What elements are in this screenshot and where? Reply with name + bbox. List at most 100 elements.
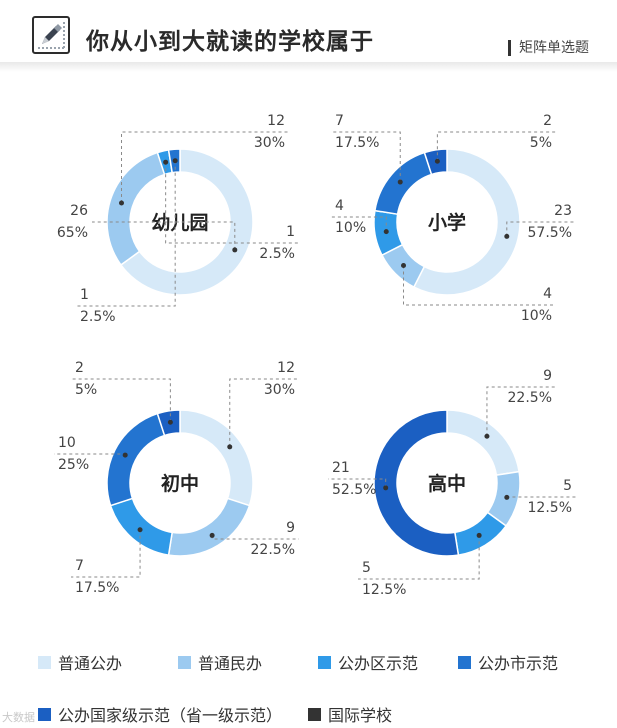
value-label-2-5: 2 bbox=[543, 113, 552, 129]
legend-swatch bbox=[308, 707, 321, 721]
legend: 普通公办 普通民办 公办区示范 公办市示范 公办国家级示范（省一级示范） 国际学… bbox=[38, 650, 598, 726]
callout-dot-1-4 bbox=[172, 158, 178, 164]
percent-label-2-3: 10% bbox=[335, 220, 366, 236]
value-label-3-3: 7 bbox=[75, 558, 84, 574]
callout-dot-4-5 bbox=[383, 485, 389, 491]
callout-line-1-2 bbox=[121, 131, 289, 203]
callout-dot-2-2 bbox=[401, 262, 407, 268]
percent-label-3-3: 17.5% bbox=[75, 580, 119, 596]
callout-line-4-5 bbox=[328, 478, 387, 488]
donut-slice-4-1 bbox=[446, 409, 520, 477]
callout-dot-3-2 bbox=[209, 532, 215, 538]
callout-dot-4-3 bbox=[476, 532, 482, 538]
callout-dot-4-1 bbox=[484, 433, 490, 439]
callout-line-2-1 bbox=[506, 221, 576, 237]
callout-line-2-2 bbox=[403, 265, 556, 306]
legend-item-4: 公办市示范 bbox=[458, 650, 598, 674]
header-divider bbox=[0, 62, 617, 72]
donut-slice-1-2 bbox=[106, 151, 166, 266]
legend-label: 国际学校 bbox=[328, 706, 393, 725]
callout-line-2-5 bbox=[436, 131, 556, 162]
callout-dot-2-1 bbox=[504, 233, 510, 239]
callout-dot-1-2 bbox=[119, 200, 125, 206]
percent-label-3-4: 25% bbox=[58, 457, 89, 473]
center-label-2: 小学 bbox=[428, 211, 466, 234]
center-label-3: 初中 bbox=[161, 472, 199, 495]
percent-label-4-5: 52.5% bbox=[332, 482, 376, 498]
watermark: 大数据 bbox=[2, 711, 35, 724]
value-label-2-1: 23 bbox=[554, 203, 572, 219]
value-label-2-3: 4 bbox=[335, 198, 344, 214]
value-label-3-1: 12 bbox=[277, 360, 295, 376]
legend-label: 普通公办 bbox=[58, 654, 123, 673]
legend-swatch bbox=[178, 655, 191, 669]
value-label-2-2: 4 bbox=[543, 286, 552, 302]
value-label-4-1: 9 bbox=[543, 368, 552, 384]
center-label-4: 高中 bbox=[428, 472, 466, 495]
legend-swatch bbox=[38, 655, 51, 669]
percent-label-2-5: 5% bbox=[530, 135, 552, 151]
legend-item-6: 国际学校 bbox=[308, 702, 448, 726]
legend-swatch bbox=[458, 655, 471, 669]
callout-line-2-4 bbox=[331, 131, 401, 183]
callout-dot-3-1 bbox=[227, 444, 233, 450]
percent-label-3-2: 22.5% bbox=[251, 542, 295, 558]
callout-line-1-3 bbox=[165, 162, 299, 244]
pencil-icon bbox=[32, 16, 70, 54]
value-label-4-5: 21 bbox=[332, 460, 350, 476]
value-label-3-5: 2 bbox=[75, 360, 84, 376]
callout-line-3-5 bbox=[71, 378, 171, 423]
legend-swatch bbox=[318, 655, 331, 669]
legend-label: 公办国家级示范（省一级示范） bbox=[58, 706, 283, 725]
legend-item-3: 公办区示范 bbox=[318, 650, 458, 674]
callout-dot-2-3 bbox=[383, 229, 389, 235]
callout-dot-2-5 bbox=[434, 158, 440, 164]
callout-dot-1-1 bbox=[232, 247, 238, 253]
page-title: 你从小到大就读的学校属于 bbox=[86, 29, 374, 55]
callout-dot-4-2 bbox=[504, 494, 510, 500]
donut-slice-1-1 bbox=[119, 148, 254, 296]
percent-label-1-1: 65% bbox=[57, 225, 88, 241]
donut-slice-3-3 bbox=[109, 497, 174, 556]
percent-label-2-4: 17.5% bbox=[335, 135, 379, 151]
callout-dot-2-4 bbox=[397, 179, 403, 185]
donut-slice-4-5 bbox=[373, 409, 460, 557]
callout-line-3-1 bbox=[229, 378, 299, 447]
callout-dot-3-3 bbox=[137, 527, 143, 533]
percent-label-2-1: 57.5% bbox=[528, 225, 572, 241]
legend-label: 普通民办 bbox=[198, 654, 263, 673]
value-label-3-2: 9 bbox=[286, 520, 295, 536]
percent-label-1-3: 2.5% bbox=[259, 246, 295, 262]
percent-label-4-3: 12.5% bbox=[362, 582, 406, 598]
callout-dot-3-5 bbox=[167, 419, 173, 425]
legend-label: 公办区示范 bbox=[338, 654, 419, 673]
callout-line-1-4 bbox=[76, 160, 176, 307]
legend-item-5: 公办国家级示范（省一级示范） bbox=[38, 702, 308, 726]
donut-slice-3-4 bbox=[106, 412, 166, 507]
percent-label-3-1: 30% bbox=[264, 382, 295, 398]
callout-line-4-1 bbox=[486, 386, 556, 437]
percent-label-1-2: 30% bbox=[254, 135, 285, 151]
callout-line-4-3 bbox=[358, 535, 480, 580]
value-label-1-3: 1 bbox=[286, 224, 295, 240]
value-label-3-4: 10 bbox=[58, 435, 76, 451]
value-label-2-4: 7 bbox=[335, 113, 344, 129]
value-label-4-2: 5 bbox=[563, 478, 572, 494]
percent-label-3-5: 5% bbox=[75, 382, 97, 398]
legend-item-1: 普通公办 bbox=[38, 650, 178, 674]
donut-slice-3-2 bbox=[167, 497, 251, 557]
percent-label-2-2: 10% bbox=[521, 308, 552, 324]
legend-swatch bbox=[38, 707, 51, 721]
value-label-1-4: 1 bbox=[80, 287, 89, 303]
legend-item-2: 普通民办 bbox=[178, 650, 318, 674]
question-type-label: 矩阵单选题 bbox=[508, 40, 589, 56]
callout-line-2-3 bbox=[331, 216, 387, 232]
percent-label-1-4: 2.5% bbox=[80, 309, 116, 325]
percent-label-4-2: 12.5% bbox=[528, 500, 572, 516]
value-label-1-1: 26 bbox=[70, 203, 88, 219]
legend-label: 公办市示范 bbox=[478, 654, 559, 673]
donut-charts: 幼儿园2665%1230%12.5%12.5%小学2357.5%410%410%… bbox=[54, 113, 576, 598]
donut-slice-2-1 bbox=[412, 148, 521, 296]
value-label-1-2: 12 bbox=[267, 113, 285, 129]
percent-label-4-1: 22.5% bbox=[508, 390, 552, 406]
